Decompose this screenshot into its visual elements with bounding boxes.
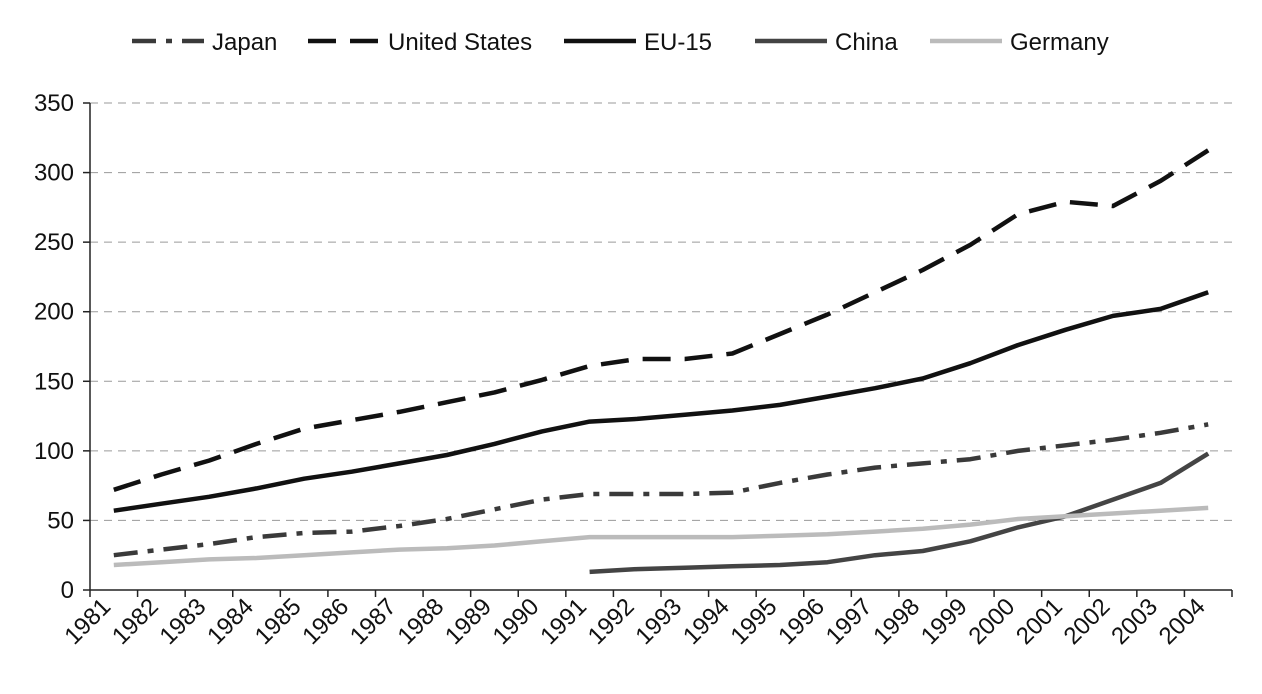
y-tick-label: 100 [34, 438, 74, 465]
y-tick-label: 350 [34, 90, 74, 117]
legend-label-china: China [835, 29, 898, 56]
x-tick-label: 2003 [1106, 593, 1163, 650]
legend-label-germany: Germany [1010, 29, 1109, 56]
x-tick-label: 1994 [678, 593, 735, 650]
series-line-eu-15 [113, 290, 1209, 513]
legend-label-eu-15: EU-15 [644, 29, 712, 56]
y-tick-label: 200 [34, 299, 74, 326]
series-lines [113, 148, 1210, 575]
y-tick-label: 50 [47, 507, 74, 534]
x-tick-label: 1988 [392, 593, 449, 650]
series-line-united-states [113, 148, 1210, 492]
x-tick-label: 1992 [583, 593, 640, 650]
x-tick-label: 1999 [916, 593, 973, 650]
series-line-japan [113, 422, 1209, 558]
x-tick-label: 1991 [535, 593, 592, 650]
x-tick-label: 1989 [440, 593, 497, 650]
x-tick-label: 1995 [726, 593, 783, 650]
y-tick-label: 300 [34, 160, 74, 187]
y-tick-label: 0 [61, 577, 74, 604]
x-tick-label: 1987 [345, 593, 402, 650]
y-tick-label: 150 [34, 368, 74, 395]
x-tick-label: 1986 [297, 593, 354, 650]
x-tick-label: 1997 [821, 593, 878, 650]
x-tick-label: 1998 [868, 593, 925, 650]
x-tick-label: 2000 [963, 593, 1020, 650]
legend-label-united-states: United States [388, 29, 532, 56]
x-tick-label: 1993 [630, 593, 687, 650]
x-tick-label: 2004 [1154, 593, 1211, 650]
x-tick-label: 1990 [488, 593, 545, 650]
x-tick-label: 1982 [107, 593, 164, 650]
y-axis-ticks: 0 50 100 150 200 250 300 350 [34, 90, 90, 604]
x-tick-label: 1985 [250, 593, 307, 650]
legend-label-japan: Japan [212, 29, 277, 56]
x-tick-label: 2001 [1011, 593, 1068, 650]
series-line-china [589, 451, 1210, 575]
x-tick-label: 1984 [202, 593, 259, 650]
x-axis-ticks: 1981198219831984198519861987198819891990… [59, 590, 1233, 650]
series-line-germany [113, 505, 1209, 568]
x-tick-label: 1996 [773, 593, 830, 650]
x-tick-label: 1983 [155, 593, 212, 650]
x-tick-label: 2002 [1059, 593, 1116, 650]
gridlines [90, 102, 1232, 521]
legend: Japan United States EU-15 China Germany [132, 29, 1109, 56]
y-tick-label: 250 [34, 229, 74, 256]
